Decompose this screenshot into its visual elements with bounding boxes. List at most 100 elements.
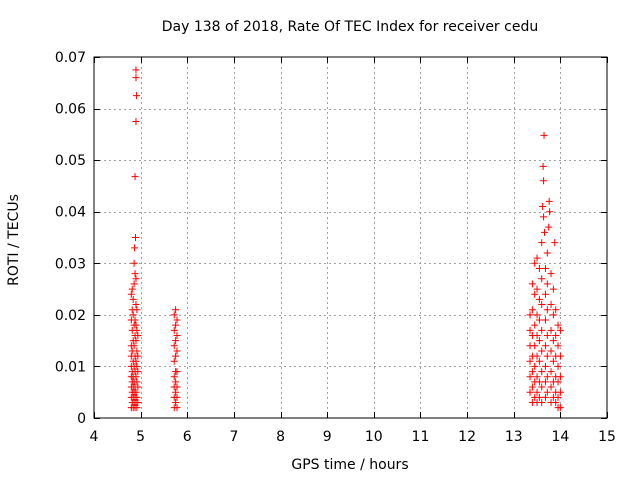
data-point-marker — [552, 306, 560, 314]
data-point-marker — [132, 301, 140, 309]
data-point-marker — [172, 321, 180, 329]
data-point-marker — [535, 295, 543, 303]
data-point-marker — [538, 239, 546, 247]
grid-layer — [94, 57, 607, 418]
data-point-marker — [132, 92, 140, 100]
data-point-marker — [172, 378, 180, 386]
data-point-marker — [547, 347, 555, 355]
data-point-marker — [533, 254, 541, 262]
data-point-marker — [543, 280, 551, 288]
data-point-marker — [539, 162, 547, 170]
data-point-marker — [546, 208, 554, 216]
data-point-marker — [538, 275, 546, 283]
data-point-marker — [545, 223, 553, 231]
data-point-marker — [552, 331, 560, 339]
data-point-marker — [556, 404, 564, 412]
data-point-marker — [533, 311, 541, 319]
data-point-marker — [132, 321, 140, 329]
data-point-marker — [526, 326, 534, 334]
data-point-marker — [533, 285, 541, 293]
data-point-marker — [172, 388, 180, 396]
data-point-marker — [549, 311, 557, 319]
data-point-marker — [547, 301, 555, 309]
data-point-marker — [132, 373, 140, 381]
data-point-marker — [543, 373, 551, 381]
data-point-marker — [132, 234, 140, 241]
data-point-marker — [543, 249, 551, 257]
data-point-marker — [526, 311, 534, 319]
data-point-marker — [552, 399, 560, 407]
data-point-marker — [128, 285, 136, 293]
data-point-marker — [533, 352, 541, 360]
data-point-marker — [134, 399, 142, 407]
y-tick-label: 0.03 — [55, 256, 86, 272]
x-tick-label: 12 — [458, 429, 476, 445]
data-point-marker — [133, 347, 141, 355]
data-point-marker — [131, 270, 139, 278]
data-point-marker — [540, 177, 548, 185]
data-point-marker — [132, 337, 140, 345]
data-point-marker — [133, 393, 141, 401]
data-point-marker — [132, 117, 140, 125]
data-point-marker — [556, 352, 564, 360]
data-point-marker — [539, 203, 547, 211]
data-point-marker — [134, 368, 142, 376]
x-tick-label: 7 — [229, 429, 238, 445]
data-point-marker — [132, 66, 140, 74]
data-point-marker — [526, 373, 534, 381]
data-point-marker — [172, 306, 180, 314]
y-tick-label: 0.02 — [55, 308, 86, 324]
data-point-marker — [556, 326, 564, 334]
data-point-marker — [535, 378, 543, 386]
x-tick-label: 14 — [551, 429, 569, 445]
x-tick-label: 15 — [598, 429, 616, 445]
data-point-marker — [130, 342, 138, 350]
data-point-marker — [531, 259, 539, 267]
data-point-marker — [535, 357, 543, 365]
data-point-marker — [547, 326, 555, 334]
chart-title: Day 138 of 2018, Rate Of TEC Index for r… — [162, 19, 538, 35]
data-point-marker — [538, 368, 546, 376]
data-point-marker — [554, 362, 562, 370]
data-point-marker — [528, 280, 536, 288]
data-point-marker — [170, 342, 178, 350]
data-point-marker — [133, 326, 141, 334]
x-tick-label: 5 — [136, 429, 145, 445]
data-point-marker — [132, 388, 140, 396]
data-point-marker — [538, 399, 546, 407]
data-point-marker — [547, 270, 555, 278]
data-point-marker — [554, 342, 562, 350]
data-points — [127, 66, 564, 412]
data-point-marker — [134, 331, 142, 339]
data-point-marker — [526, 357, 534, 365]
data-point-marker — [549, 357, 557, 365]
data-point-marker — [172, 352, 180, 360]
data-point-marker — [132, 74, 140, 82]
data-point-marker — [170, 357, 178, 365]
data-point-marker — [531, 362, 539, 370]
data-point-marker — [173, 347, 181, 355]
data-point-marker — [541, 362, 549, 370]
data-point-marker — [533, 373, 541, 381]
data-point-marker — [554, 321, 562, 329]
data-point-marker — [170, 311, 178, 319]
data-point-marker — [528, 368, 536, 376]
data-point-marker — [170, 373, 178, 381]
x-tick-label: 4 — [90, 429, 99, 445]
data-point-marker — [173, 331, 181, 339]
data-point-marker — [535, 316, 543, 324]
data-point-marker — [132, 357, 140, 365]
data-point-marker — [131, 173, 139, 181]
data-point-marker — [547, 383, 555, 391]
data-point-marker — [133, 306, 141, 314]
data-point-marker — [543, 388, 551, 396]
data-point-marker — [556, 373, 564, 381]
data-point-marker — [173, 393, 181, 401]
data-point-marker — [531, 342, 539, 350]
x-axis-label: GPS time / hours — [291, 457, 408, 473]
data-point-marker — [133, 378, 141, 386]
y-tick-label: 0.06 — [55, 102, 86, 118]
data-point-marker — [127, 290, 135, 298]
